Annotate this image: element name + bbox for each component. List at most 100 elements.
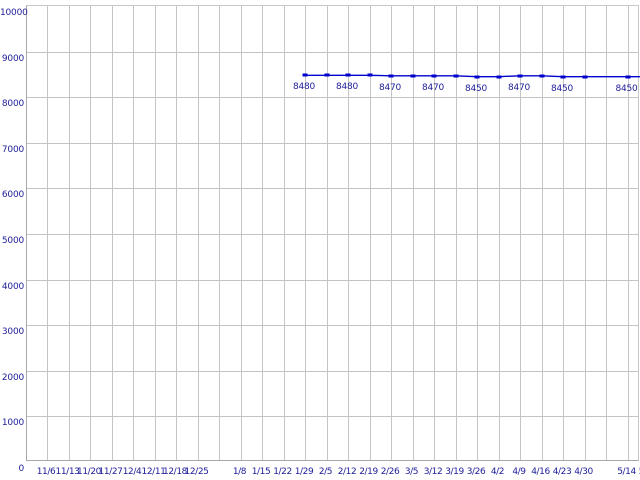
x-axis-tick-text: 12/4 bbox=[122, 467, 142, 477]
x-axis-tick-text: 12/18 bbox=[163, 467, 187, 477]
x-axis-tick-text: 1/22 bbox=[273, 467, 292, 477]
x-axis-tick-label: 11/13 bbox=[56, 459, 80, 478]
data-point-marker bbox=[410, 74, 415, 78]
x-axis-tick-label: 4/16 bbox=[531, 459, 550, 478]
x-axis-tick-text: 5/21 bbox=[639, 467, 640, 477]
x-axis-tick-text: 12/25 bbox=[184, 467, 209, 477]
gridline-horizontal bbox=[27, 279, 638, 281]
gridline-vertical bbox=[455, 6, 457, 460]
gridline-horizontal bbox=[27, 234, 638, 235]
x-axis-tick-label: 11/20 bbox=[77, 459, 101, 478]
plot-area bbox=[26, 5, 640, 461]
gridline-vertical bbox=[477, 6, 478, 460]
gridline-vertical bbox=[240, 6, 242, 460]
x-axis-tick-text: 5/14 bbox=[617, 467, 636, 477]
gridline-vertical bbox=[627, 6, 629, 460]
x-axis-tick-label: 3/5 bbox=[405, 459, 419, 478]
x-axis-tick-label: 1/22 bbox=[273, 459, 292, 478]
gridline-vertical bbox=[154, 6, 156, 460]
x-axis-tick-text: 2/12 bbox=[337, 467, 357, 477]
gridline-vertical bbox=[541, 6, 543, 460]
gridline-vertical bbox=[412, 6, 414, 460]
gridline-vertical bbox=[283, 6, 285, 460]
data-point-marker bbox=[431, 74, 437, 78]
gridline-horizontal bbox=[27, 188, 638, 190]
x-axis-tick-label: 12/11 bbox=[142, 459, 166, 478]
data-point-marker bbox=[560, 75, 566, 79]
data-point-marker bbox=[388, 74, 394, 78]
gridline-horizontal bbox=[27, 325, 638, 327]
gridline-vertical bbox=[584, 6, 586, 460]
gridline-vertical bbox=[498, 6, 500, 460]
x-axis-tick-label: 12/18 bbox=[163, 459, 187, 478]
x-axis-tick-label: 1/29 bbox=[295, 459, 314, 478]
data-point-label: 8480 bbox=[292, 82, 316, 93]
x-axis-tick-label: 5/21 bbox=[639, 459, 640, 478]
x-axis-tick-text: 1/15 bbox=[251, 467, 271, 477]
series-polyline bbox=[305, 74, 640, 78]
data-point-label: 8480 bbox=[335, 82, 359, 93]
data-point-label: 8450 bbox=[464, 83, 488, 94]
data-point-label: 8450 bbox=[550, 83, 574, 94]
x-axis-tick-text: 1/8 bbox=[232, 467, 247, 477]
x-axis-tick-text: 12/11 bbox=[141, 467, 166, 477]
x-axis-tick-text: 4/23 bbox=[552, 467, 572, 477]
gridline-vertical bbox=[563, 6, 564, 460]
x-axis-tick-label: 11/27 bbox=[99, 459, 123, 478]
data-point-marker bbox=[625, 75, 630, 79]
x-axis-tick-label: 11/6 bbox=[37, 459, 56, 478]
x-axis-tick-text: 4/9 bbox=[512, 467, 526, 477]
data-point-marker bbox=[474, 75, 480, 79]
x-axis-tick-text: 2/5 bbox=[318, 467, 333, 477]
x-axis-tick-label: 4/2 bbox=[490, 459, 505, 478]
x-axis-tick-text: 2/19 bbox=[359, 467, 378, 477]
x-axis-tick-label: 2/12 bbox=[338, 459, 357, 478]
x-axis-tick-text: 3/19 bbox=[445, 467, 464, 477]
gridline-vertical bbox=[47, 6, 48, 460]
gridline-vertical bbox=[219, 6, 220, 460]
gridline-vertical bbox=[90, 6, 91, 460]
x-axis-tick-text: 2/26 bbox=[380, 467, 400, 477]
gridline-vertical bbox=[434, 6, 435, 460]
x-axis-tick-label: 4/23 bbox=[553, 459, 572, 478]
x-axis-tick-label: 3/19 bbox=[445, 459, 464, 478]
x-axis-tick-text: 11/20 bbox=[77, 467, 101, 477]
x-axis-tick-label: 3/26 bbox=[467, 459, 486, 478]
gridline-horizontal bbox=[27, 142, 638, 144]
gridline-vertical bbox=[133, 6, 134, 460]
data-point-marker bbox=[324, 73, 329, 77]
x-axis-tick-label: 2/19 bbox=[359, 459, 378, 478]
gridline-vertical bbox=[68, 6, 70, 460]
x-axis-tick-label: 4/30 bbox=[574, 459, 593, 478]
x-axis-tick-label: 3/12 bbox=[424, 459, 443, 478]
data-point-marker bbox=[517, 74, 523, 78]
data-point-marker bbox=[496, 75, 501, 79]
x-axis-tick-text: 4/2 bbox=[490, 467, 505, 477]
gridline-vertical bbox=[348, 6, 349, 460]
data-point-marker bbox=[582, 75, 587, 79]
gridline-vertical bbox=[176, 6, 177, 460]
x-axis-tick-label: 2/5 bbox=[318, 459, 333, 478]
x-axis-tick-text: 11/13 bbox=[55, 467, 80, 477]
x-axis-tick-label: 1/15 bbox=[252, 459, 271, 478]
gridline-horizontal bbox=[27, 97, 638, 99]
x-axis-tick-text: 3/12 bbox=[423, 467, 443, 477]
x-axis-tick-text: 11/27 bbox=[98, 467, 123, 477]
gridline-vertical bbox=[391, 6, 392, 460]
gridline-vertical bbox=[262, 6, 263, 460]
x-axis-tick-text: 3/26 bbox=[466, 467, 486, 477]
data-point-label: 8450 bbox=[615, 83, 638, 94]
x-axis-tick-label: 12/4 bbox=[123, 459, 142, 478]
gridline-vertical bbox=[305, 6, 306, 460]
x-axis-tick-text: 4/30 bbox=[574, 467, 593, 477]
gridline-vertical bbox=[520, 6, 521, 460]
gridline-vertical bbox=[197, 6, 199, 460]
gridline-horizontal bbox=[27, 416, 638, 418]
x-axis-tick-label: 4/9 bbox=[512, 459, 526, 478]
x-axis-tick-text: 11/6 bbox=[36, 467, 56, 477]
gridline-horizontal bbox=[27, 370, 638, 372]
gridline-vertical bbox=[326, 6, 328, 460]
gridline-horizontal bbox=[27, 51, 638, 53]
